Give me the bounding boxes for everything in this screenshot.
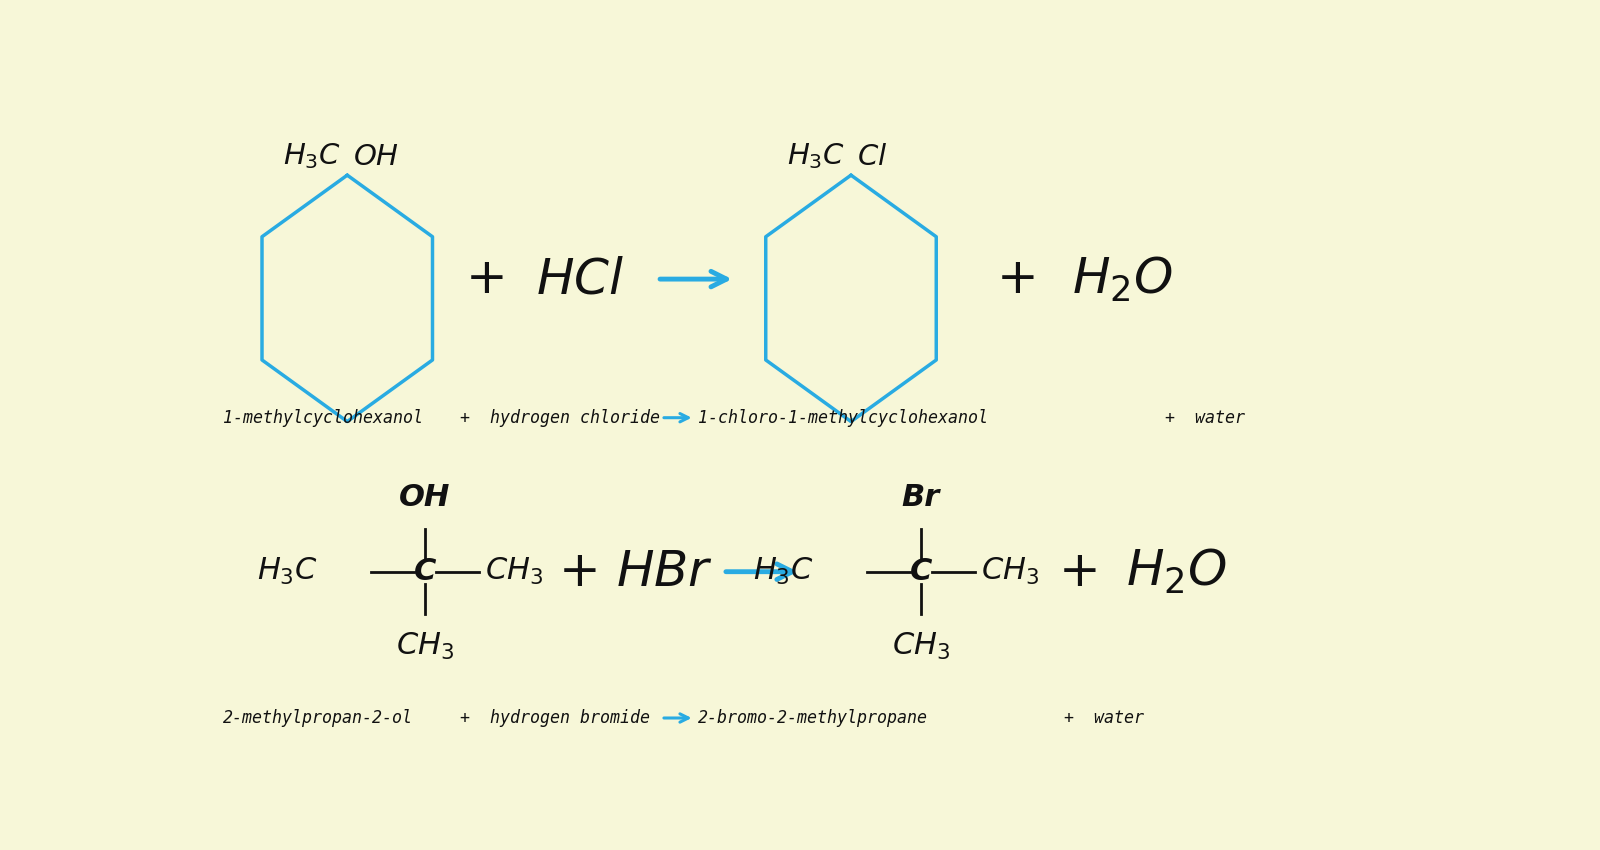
Text: $CH_3$: $CH_3$ (891, 631, 950, 662)
Text: $HCl$: $HCl$ (536, 255, 624, 303)
Text: 1-chloro-1-methylcyclohexanol: 1-chloro-1-methylcyclohexanol (698, 409, 987, 427)
Text: $CH_3$: $CH_3$ (981, 556, 1040, 587)
Text: +: + (558, 547, 600, 596)
Text: $OH$: $OH$ (354, 144, 400, 172)
Text: $H_3C$: $H_3C$ (283, 141, 341, 172)
Text: 1-methylcyclohexanol: 1-methylcyclohexanol (224, 409, 424, 427)
Text: $H_2O$: $H_2O$ (1126, 547, 1227, 596)
Text: $H_3C$: $H_3C$ (787, 141, 845, 172)
Text: +  water: + water (1165, 409, 1245, 427)
Text: Br: Br (902, 484, 939, 513)
Text: +: + (466, 255, 507, 303)
Text: $CH_3$: $CH_3$ (395, 631, 454, 662)
Text: $H_3C$: $H_3C$ (258, 556, 318, 587)
Text: $Cl$: $Cl$ (858, 144, 888, 172)
Text: $HBr$: $HBr$ (616, 547, 714, 596)
Text: +  water: + water (1064, 709, 1144, 727)
Text: C: C (413, 558, 435, 586)
Text: +  hydrogen bromide: + hydrogen bromide (459, 709, 650, 727)
Text: +  hydrogen chloride: + hydrogen chloride (459, 409, 659, 427)
Text: $H_3C$: $H_3C$ (754, 556, 814, 587)
Text: C: C (909, 558, 931, 586)
Text: 2-bromo-2-methylpropane: 2-bromo-2-methylpropane (698, 709, 928, 727)
Text: $H_2O$: $H_2O$ (1072, 254, 1173, 303)
Text: +: + (997, 255, 1038, 303)
Text: OH: OH (398, 484, 451, 513)
Text: $CH_3$: $CH_3$ (485, 556, 544, 587)
Text: +: + (1059, 547, 1101, 596)
Text: 2-methylpropan-2-ol: 2-methylpropan-2-ol (224, 709, 413, 727)
